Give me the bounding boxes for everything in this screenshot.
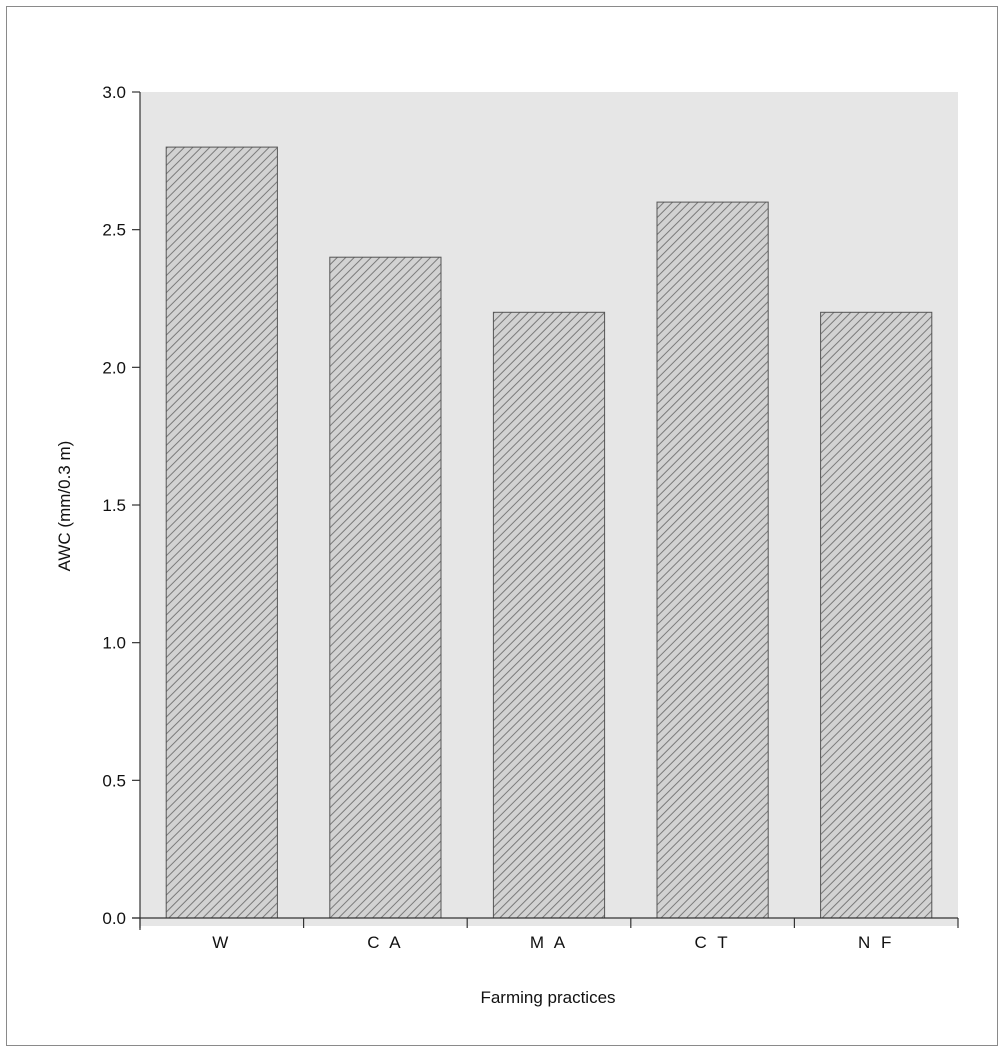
x-tick-label: C A — [367, 933, 403, 952]
bar-1 — [165, 146, 278, 919]
y-tick-label: 1.5 — [102, 496, 126, 515]
x-tick-label: M A — [530, 933, 568, 952]
y-tick-label: 0.5 — [102, 771, 126, 790]
x-tick-label: C T — [695, 933, 731, 952]
x-tick-label: N F — [858, 933, 894, 952]
bar-5 — [820, 311, 933, 919]
bars — [165, 146, 933, 919]
x-axis-title: Farming practices — [480, 988, 615, 1007]
y-tick-label: 0.0 — [102, 909, 126, 928]
y-tick-label: 2.5 — [102, 221, 126, 240]
bar-4 — [656, 201, 769, 919]
y-tick-label: 2.0 — [102, 358, 126, 377]
y-tick-label: 3.0 — [102, 83, 126, 102]
bar-3 — [492, 311, 606, 919]
y-tick-label: 1.0 — [102, 634, 126, 653]
axes: W C A M A C T N F 0.0 0.5 1.0 1.5 2.0 2.5 3.0 — [102, 83, 959, 952]
x-tick-label: W — [212, 933, 231, 952]
bar-2 — [329, 256, 442, 919]
y-axis-title: AWC (mm/0.3 m) — [55, 441, 74, 572]
